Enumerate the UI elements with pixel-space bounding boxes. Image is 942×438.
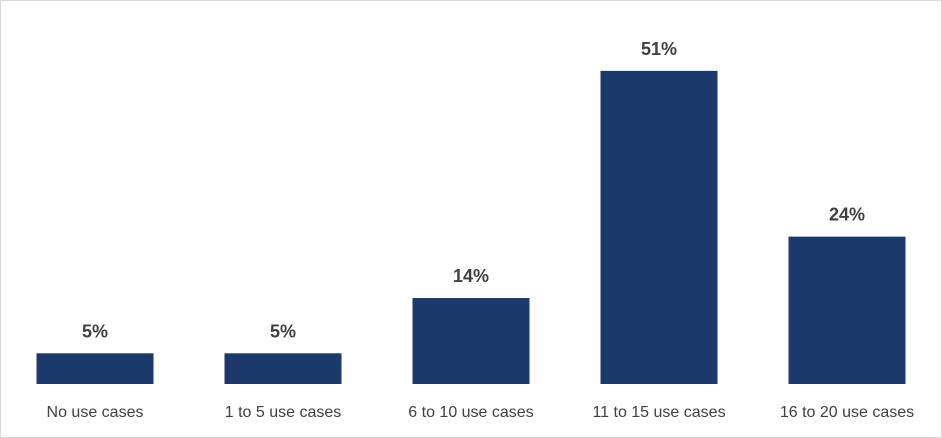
category-labels-group: No use cases 1 to 5 use cases 6 to 10 use … (47, 404, 915, 421)
category-label-3: 6 to 10 use cases (408, 404, 533, 421)
bar-4 (600, 70, 718, 385)
data-label-2: 5% (270, 321, 296, 341)
bars-group (36, 70, 906, 385)
category-label-5: 16 to 20 use cases (780, 404, 914, 421)
category-label-2: 1 to 5 use cases (225, 404, 342, 421)
value-labels-group: 5% 5% 14% 51% 24% (82, 39, 865, 341)
data-label-3: 14% (453, 266, 489, 286)
category-label-1: No use cases (47, 404, 144, 421)
category-label-4: 11 to 15 use cases (592, 404, 725, 421)
data-label-4: 51% (641, 39, 677, 59)
bar-5 (788, 236, 906, 384)
bar-3 (412, 298, 530, 384)
data-label-5: 24% (829, 205, 865, 225)
bar-2 (224, 353, 342, 384)
bar-1 (36, 353, 154, 384)
data-label-1: 5% (82, 321, 108, 341)
